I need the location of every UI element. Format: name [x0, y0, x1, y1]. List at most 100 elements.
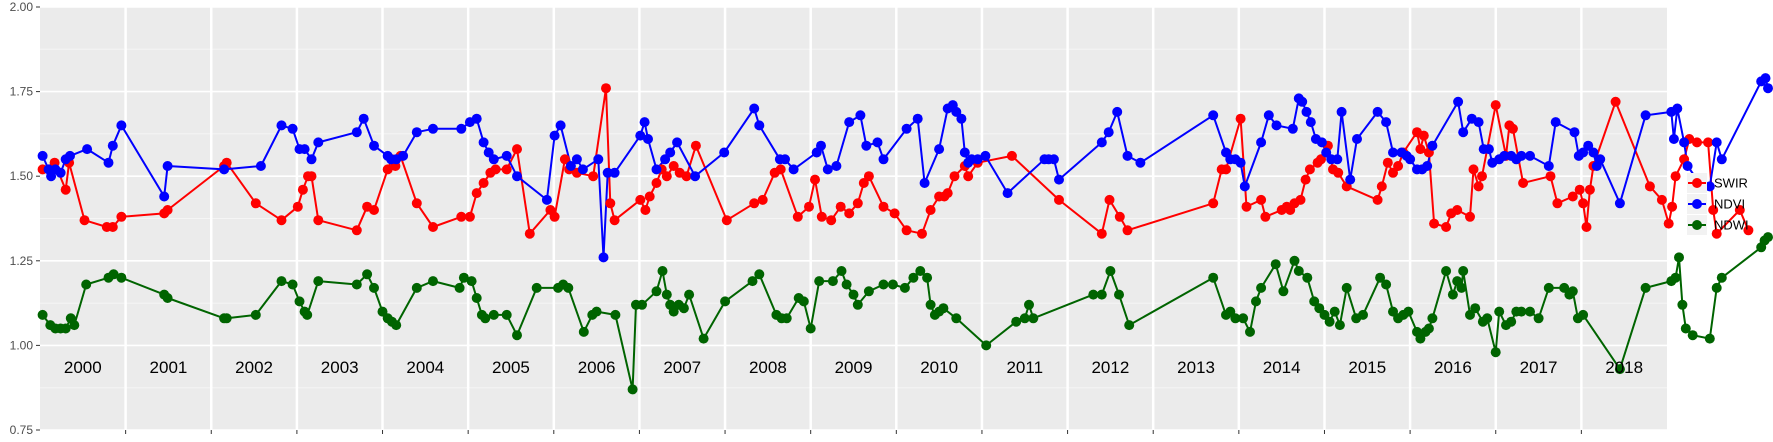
ndvi-point — [816, 140, 826, 151]
swir-point — [1429, 218, 1440, 229]
ndvi-point — [159, 191, 170, 202]
ndvi-point — [1103, 127, 1114, 138]
ndwi-point — [1470, 303, 1481, 314]
swir-point — [1578, 198, 1589, 209]
ndvi-point — [956, 113, 967, 124]
ndwi-point — [1114, 289, 1124, 300]
swir-point — [1393, 161, 1404, 171]
ndvi-point — [1516, 150, 1527, 161]
swir-point — [1711, 228, 1722, 239]
ndvi-point — [635, 130, 646, 141]
swir-point — [512, 144, 522, 155]
swir-point — [852, 198, 863, 209]
ndvi-point — [501, 150, 512, 161]
swir-point — [1452, 205, 1463, 215]
series-points — [37, 73, 1773, 395]
ndwi-point — [1278, 286, 1289, 297]
legend-marker-ndvi — [1692, 199, 1702, 209]
ndvi-point — [306, 154, 317, 165]
ndvi-point — [639, 117, 650, 128]
ndwi-point — [1105, 266, 1116, 276]
ndwi-point — [1358, 309, 1368, 320]
ndvi-point — [1002, 188, 1013, 199]
ndwi-point — [1245, 326, 1255, 337]
ndwi-point — [501, 309, 512, 320]
ndwi-point — [1309, 296, 1320, 307]
year-label: 2003 — [321, 358, 359, 377]
ndvi-point — [369, 140, 379, 151]
legend-marker-ndwi — [1692, 220, 1702, 230]
ndwi-point — [411, 282, 422, 293]
ndvi-point — [471, 113, 482, 124]
ndvi-point — [1096, 137, 1107, 148]
ndwi-point — [698, 333, 709, 344]
ndwi-point — [1687, 330, 1698, 341]
swir-point — [1656, 194, 1667, 205]
swir-point — [1006, 150, 1017, 161]
ndvi-point — [959, 147, 970, 158]
ndvi-point — [831, 161, 842, 171]
ndwi-point — [531, 282, 542, 293]
ndvi-point — [1305, 117, 1316, 128]
swir-point — [1468, 164, 1479, 175]
y-tick-label: 1.00 — [10, 338, 34, 352]
ndvi-point — [162, 161, 173, 171]
ndwi-point — [1704, 333, 1715, 344]
ndvi-point — [65, 150, 75, 161]
ndwi-point — [1567, 286, 1578, 297]
ndwi-point — [848, 289, 859, 300]
ndwi-point — [351, 279, 362, 290]
ndvi-point — [1614, 198, 1625, 209]
ndvi-point — [1235, 157, 1246, 168]
swir-point — [1300, 174, 1311, 185]
swir-point — [1208, 198, 1219, 209]
ndwi-point — [678, 303, 689, 314]
ndwi-point — [1375, 272, 1386, 283]
ndvi-point — [255, 161, 266, 171]
swir-point — [640, 205, 651, 215]
ndwi-point — [162, 293, 173, 303]
swir-point — [588, 171, 599, 182]
year-label: 2016 — [1434, 358, 1472, 377]
swir-point — [749, 198, 760, 209]
ndvi-point — [1316, 137, 1327, 148]
ndwi-point — [1011, 316, 1022, 327]
ndwi-point — [1680, 323, 1691, 334]
ndvi-point — [1543, 161, 1554, 171]
ndvi-point — [1763, 83, 1773, 94]
ndwi-point — [287, 279, 298, 290]
y-tick-label: 1.25 — [10, 254, 34, 268]
ndvi-point — [1301, 106, 1312, 117]
swir-point — [925, 205, 936, 215]
ndvi-point — [1336, 106, 1347, 117]
swir-point — [1418, 130, 1429, 141]
ndwi-point — [69, 320, 80, 331]
swir-point — [297, 184, 308, 195]
ndwi-point — [1341, 282, 1352, 293]
ndwi-point — [1516, 306, 1527, 317]
ndvi-point — [1679, 137, 1690, 148]
ndwi-point — [863, 286, 874, 297]
ndvi-point — [912, 113, 923, 124]
ndwi-point — [1124, 320, 1135, 331]
ndwi-point — [221, 313, 232, 324]
swir-point — [292, 201, 303, 212]
swir-point — [549, 211, 560, 222]
swir-point — [878, 201, 889, 212]
ndvi-point — [37, 150, 48, 161]
swir-point — [835, 201, 846, 212]
ndwi-point — [60, 323, 71, 334]
swir-point — [1663, 218, 1674, 229]
swir-point — [1376, 181, 1387, 192]
swir-point — [690, 140, 701, 151]
ndvi-point — [1048, 154, 1059, 165]
ndvi-point — [299, 144, 310, 155]
year-label: 2005 — [492, 358, 530, 377]
ndvi-point — [1716, 154, 1727, 165]
swir-point — [1692, 137, 1702, 148]
ndvi-point — [660, 154, 671, 165]
swir-point — [1372, 194, 1383, 205]
swir-point — [1670, 171, 1681, 182]
ndvi-point — [478, 137, 489, 148]
